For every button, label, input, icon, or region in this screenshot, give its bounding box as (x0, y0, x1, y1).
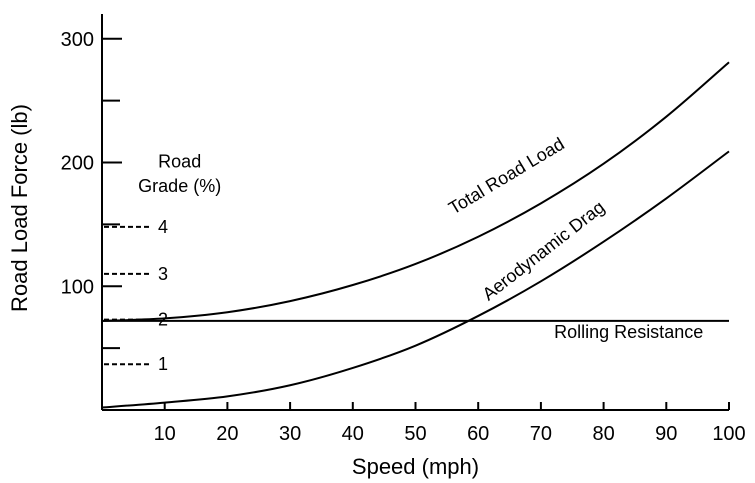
aerodynamic-drag-line (101, 150, 730, 409)
x-tick-label-80: 80 (592, 423, 614, 445)
x-axis-title: Speed (mph) (352, 454, 479, 479)
y-axis-title: Road Load Force (lb) (7, 104, 32, 312)
x-tick-label-90: 90 (655, 423, 677, 445)
y-ticks: 100 200 300 (61, 29, 122, 350)
road-grade-title-line1: Road (158, 151, 201, 171)
total-road-load-line (101, 61, 730, 322)
x-tick-label-10: 10 (154, 423, 176, 445)
series-group (101, 61, 730, 409)
road-grade-3-label: 3 (158, 264, 168, 284)
road-grade-2-label: 2 (158, 310, 168, 330)
road-grade-title-line2: Grade (%) (138, 176, 221, 196)
x-tick-label-70: 70 (530, 423, 552, 445)
x-ticks: 10 20 30 40 50 60 70 80 90 100 (154, 402, 746, 445)
x-tick-label-20: 20 (216, 423, 238, 445)
x-tick-label-40: 40 (342, 423, 364, 445)
road-grade-markers: Road Grade (%) 1 2 3 4 (104, 151, 221, 374)
total-road-load-label: Total Road Load (445, 134, 568, 219)
x-tick-label-100: 100 (712, 423, 745, 445)
x-tick-label-30: 30 (279, 423, 301, 445)
y-tick-label-100: 100 (61, 276, 94, 298)
axes: 10 20 30 40 50 60 70 80 90 100 100 200 300 (61, 14, 746, 445)
x-tick-label-50: 50 (404, 423, 426, 445)
y-tick-label-300: 300 (61, 29, 94, 51)
road-grade-4-label: 4 (158, 217, 168, 237)
rolling-resistance-label: Rolling Resistance (554, 322, 703, 342)
road-grade-1-label: 1 (158, 354, 168, 374)
y-tick-label-200: 200 (61, 153, 94, 175)
x-tick-label-60: 60 (467, 423, 489, 445)
